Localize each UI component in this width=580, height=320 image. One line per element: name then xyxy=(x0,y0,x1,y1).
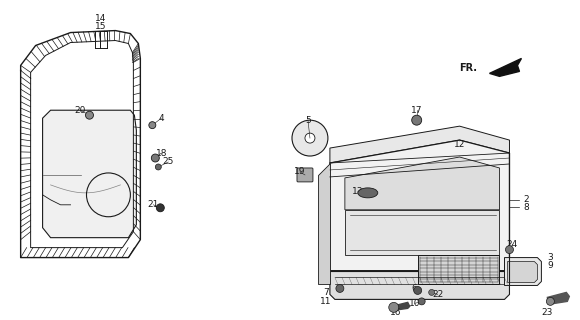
Text: 3: 3 xyxy=(548,253,553,262)
Ellipse shape xyxy=(358,188,378,198)
Text: 11: 11 xyxy=(320,297,332,306)
Text: 23: 23 xyxy=(542,308,553,317)
Text: 21: 21 xyxy=(148,200,159,209)
Text: 8: 8 xyxy=(524,203,530,212)
Text: 7: 7 xyxy=(323,288,329,297)
Polygon shape xyxy=(42,110,136,238)
Text: 5: 5 xyxy=(305,116,311,125)
Circle shape xyxy=(157,204,164,212)
Circle shape xyxy=(151,154,160,162)
Polygon shape xyxy=(330,269,509,284)
Circle shape xyxy=(155,164,161,170)
Polygon shape xyxy=(490,59,521,76)
Text: 24: 24 xyxy=(507,240,518,249)
Circle shape xyxy=(546,297,554,305)
Polygon shape xyxy=(330,126,509,163)
Polygon shape xyxy=(548,292,570,304)
Text: 13: 13 xyxy=(352,188,364,196)
Text: 2: 2 xyxy=(524,195,529,204)
Text: 18: 18 xyxy=(155,148,167,157)
Circle shape xyxy=(305,133,315,143)
Text: 12: 12 xyxy=(454,140,465,148)
FancyBboxPatch shape xyxy=(297,168,313,182)
Text: 9: 9 xyxy=(548,261,553,270)
Circle shape xyxy=(414,286,422,294)
Circle shape xyxy=(429,289,434,295)
Text: 19: 19 xyxy=(294,167,306,176)
Polygon shape xyxy=(330,140,509,284)
Circle shape xyxy=(336,284,344,292)
Circle shape xyxy=(389,302,398,312)
Circle shape xyxy=(85,111,93,119)
Polygon shape xyxy=(508,261,538,283)
Polygon shape xyxy=(392,302,409,310)
Polygon shape xyxy=(318,163,330,284)
Text: 4: 4 xyxy=(158,114,164,123)
Circle shape xyxy=(506,246,513,253)
Circle shape xyxy=(412,115,422,125)
Text: 25: 25 xyxy=(162,157,174,166)
Text: 15: 15 xyxy=(95,22,106,31)
Text: 6: 6 xyxy=(412,284,418,293)
Polygon shape xyxy=(505,258,541,285)
Text: 20: 20 xyxy=(75,106,86,115)
Polygon shape xyxy=(330,271,509,300)
Polygon shape xyxy=(345,210,499,255)
Text: 16: 16 xyxy=(390,308,401,317)
Text: 14: 14 xyxy=(95,14,106,23)
Circle shape xyxy=(418,298,425,305)
Polygon shape xyxy=(345,157,499,210)
Polygon shape xyxy=(418,255,499,284)
Text: 22: 22 xyxy=(432,290,443,299)
Text: 17: 17 xyxy=(411,106,422,115)
Circle shape xyxy=(149,122,156,129)
Circle shape xyxy=(292,120,328,156)
Text: 10: 10 xyxy=(409,299,420,308)
Text: FR.: FR. xyxy=(459,63,477,73)
